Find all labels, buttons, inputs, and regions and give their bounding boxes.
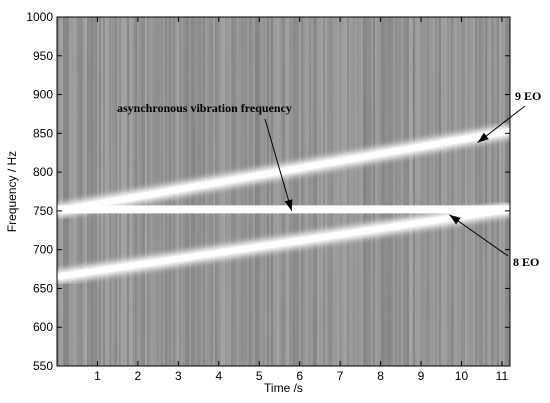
x-tick-label: 1 [94,369,101,383]
x-tick-label: 2 [135,369,142,383]
plot-frame [56,16,511,367]
annotation-8-eo: 8 EO [449,214,539,269]
x-tick-label: 3 [175,369,182,383]
y-tick-label: 700 [33,243,53,257]
annotation-asynchronous-vibration-frequency: asynchronous vibration frequency [117,101,293,212]
x-axis-label: Time /s [264,381,303,395]
x-tick-label: 5 [256,369,263,383]
x-tick-label: 11 [496,369,509,383]
y-tick-label: 750 [33,204,53,218]
annotation-label: asynchronous vibration frequency [117,101,292,115]
plot-area [56,16,511,367]
y-tick-label: 600 [33,320,53,334]
annotation-arrow-line [449,214,509,257]
x-tick-label: 10 [455,369,469,383]
x-tick-label: 9 [418,369,425,383]
x-tick-label: 7 [337,369,344,383]
y-tick-label: 800 [33,165,53,179]
annotation-label: 8 EO [513,255,539,269]
x-tick-label: 8 [377,369,384,383]
x-axis: 1 2 3 4 5 6 7 8 9 10 11 [94,17,508,383]
annotation-arrow-head [284,199,293,211]
y-tick-label: 650 [33,281,53,295]
y-axis: 550 600 650 700 750 800 850 900 950 1000 [26,10,510,373]
annotation-9-eo: 9 EO [477,89,541,144]
annotations-layer: asynchronous vibration frequency 9 EO 8 EO [117,89,541,269]
y-tick-label: 850 [33,126,53,140]
ridges-layer [57,17,510,366]
y-tick-label: 1000 [26,10,53,24]
y-tick-label: 950 [33,49,53,63]
annotation-arrow-head [449,214,461,225]
annotation-arrow-head [477,132,489,143]
y-tick-label: 550 [33,359,53,373]
x-tick-label: 6 [296,369,303,383]
x-tick-label: 4 [215,369,222,383]
y-axis-label: Frequency / Hz [5,151,19,232]
annotation-arrow-line [264,118,293,212]
y-tick-label: 900 [33,88,53,102]
annotation-label: 9 EO [515,89,541,103]
